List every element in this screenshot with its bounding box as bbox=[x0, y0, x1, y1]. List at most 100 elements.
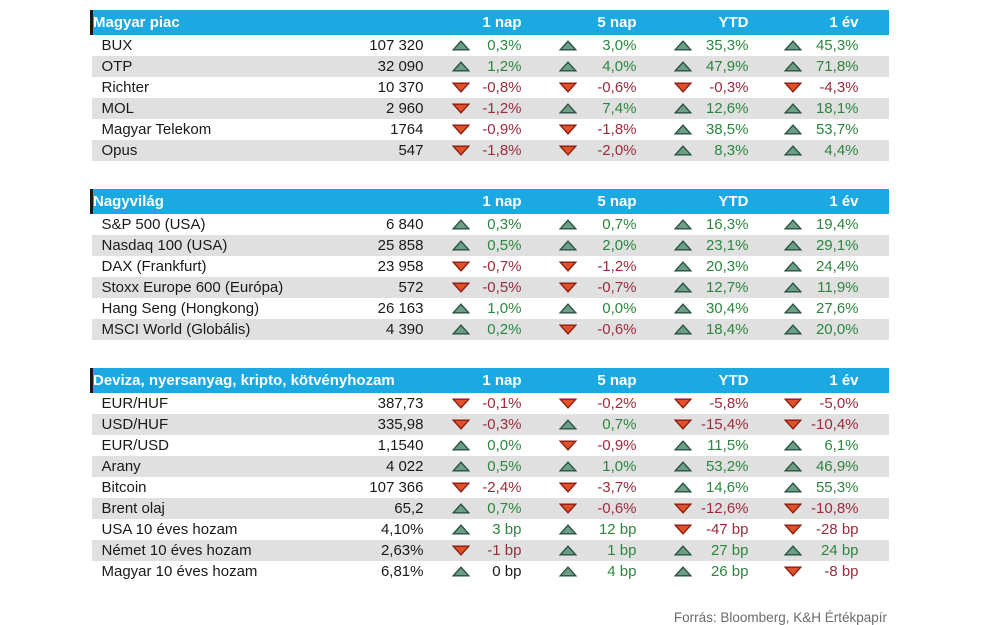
up-triangle-icon bbox=[673, 565, 692, 577]
change-value: 27,6% bbox=[815, 300, 859, 317]
up-triangle-icon bbox=[783, 260, 802, 272]
change-direction-cell bbox=[424, 77, 470, 98]
change-value: 0,7% bbox=[576, 414, 637, 435]
change-value: 3,0% bbox=[602, 37, 637, 54]
up-triangle-icon bbox=[673, 60, 692, 72]
change-direction-cell bbox=[749, 119, 802, 140]
change-direction-cell bbox=[749, 435, 802, 456]
down-triangle-icon bbox=[673, 82, 692, 93]
instrument-value: 26 163 bbox=[377, 300, 424, 317]
up-triangle-icon bbox=[783, 239, 802, 251]
row-spacer bbox=[859, 477, 889, 498]
down-triangle-icon bbox=[558, 145, 577, 156]
row-spacer bbox=[859, 435, 889, 456]
instrument-value: 107 320 bbox=[369, 37, 424, 54]
change-direction-cell bbox=[423, 98, 470, 119]
change-direction-cell bbox=[637, 393, 692, 414]
up-triangle-icon bbox=[783, 102, 802, 114]
change-value: -0,2% bbox=[597, 395, 637, 412]
change-value: 1,2% bbox=[469, 56, 522, 77]
change-direction-cell bbox=[636, 235, 692, 256]
value-column-header bbox=[336, 189, 424, 214]
instrument-name: Nasdaq 100 (USA) bbox=[91, 235, 337, 256]
instrument-value: 387,73 bbox=[377, 395, 424, 412]
section-header-row: Magyar piac 1 nap 5 nap YTD 1 év bbox=[90, 10, 889, 35]
change-direction-cell bbox=[636, 140, 692, 161]
up-triangle-icon bbox=[558, 544, 577, 556]
instrument-name: Német 10 éves hozam bbox=[91, 540, 337, 561]
column-header: 1 év bbox=[748, 368, 859, 393]
change-direction-cell bbox=[636, 456, 692, 477]
instrument-value: 10 370 bbox=[377, 79, 424, 96]
change-value: -0,1% bbox=[482, 395, 522, 412]
down-triangle-icon bbox=[783, 503, 802, 514]
change-value: 20,0% bbox=[801, 319, 859, 340]
change-value: -5,0% bbox=[819, 395, 859, 412]
down-triangle-icon bbox=[673, 398, 692, 409]
up-triangle-icon bbox=[673, 39, 692, 51]
change-value: 0,7% bbox=[602, 216, 637, 233]
change-direction-cell bbox=[424, 435, 470, 456]
up-triangle-icon bbox=[673, 144, 692, 156]
change-direction-cell bbox=[637, 435, 692, 456]
up-triangle-icon bbox=[783, 144, 802, 156]
change-value: -10,8% bbox=[801, 498, 859, 519]
change-value: 4 bp bbox=[607, 563, 637, 580]
row-spacer bbox=[858, 56, 889, 77]
instrument-value: 107 366 bbox=[369, 479, 424, 496]
change-direction-cell bbox=[522, 256, 577, 277]
change-direction-cell bbox=[423, 498, 470, 519]
down-triangle-icon bbox=[558, 503, 577, 514]
up-triangle-icon bbox=[783, 218, 802, 230]
change-value: 29,1% bbox=[801, 235, 859, 256]
change-direction-cell bbox=[637, 119, 692, 140]
change-direction-cell bbox=[521, 540, 577, 561]
instrument-name: OTP bbox=[91, 56, 337, 77]
sections-container: Magyar piac 1 nap 5 nap YTD 1 év BUX 107 320 0,… bbox=[90, 10, 889, 582]
change-direction-cell bbox=[522, 477, 577, 498]
up-triangle-icon bbox=[783, 281, 802, 293]
up-triangle-icon bbox=[558, 523, 577, 535]
row-spacer bbox=[859, 561, 889, 582]
change-value: -3,7% bbox=[597, 479, 637, 496]
change-direction-cell bbox=[522, 214, 577, 235]
change-value: -1 bp bbox=[469, 540, 522, 561]
change-direction-cell bbox=[749, 214, 802, 235]
change-value: 11,9% bbox=[801, 277, 859, 298]
up-triangle-icon bbox=[451, 502, 470, 514]
change-direction-cell bbox=[749, 35, 802, 56]
row-spacer bbox=[858, 456, 889, 477]
change-direction-cell bbox=[748, 56, 802, 77]
instrument-value: 23 958 bbox=[377, 258, 424, 275]
change-direction-cell bbox=[748, 498, 802, 519]
change-direction-cell bbox=[522, 298, 577, 319]
change-value: 1 bp bbox=[576, 540, 637, 561]
change-value: 0,3% bbox=[487, 216, 522, 233]
section-title: Magyar piac bbox=[90, 10, 337, 35]
change-value: -0,7% bbox=[482, 258, 522, 275]
row-spacer bbox=[858, 540, 889, 561]
up-triangle-icon bbox=[673, 544, 692, 556]
change-value: 24,4% bbox=[815, 258, 859, 275]
change-value: 47,9% bbox=[691, 56, 749, 77]
column-header: 5 nap bbox=[521, 368, 637, 393]
column-header: 5 nap bbox=[521, 189, 637, 214]
change-value: 53,2% bbox=[691, 456, 749, 477]
change-direction-cell bbox=[748, 319, 802, 340]
down-triangle-icon bbox=[451, 103, 470, 114]
change-direction-cell bbox=[636, 414, 692, 435]
change-direction-cell bbox=[521, 140, 577, 161]
change-value: 26 bp bbox=[710, 563, 749, 580]
change-value: -12,6% bbox=[691, 498, 749, 519]
change-value: 35,3% bbox=[705, 37, 749, 54]
change-value: 1,0% bbox=[487, 300, 522, 317]
table-row: Magyar Telekom 1764 -0,9% -1,8% 38,5% 53,7% bbox=[92, 119, 889, 140]
instrument-name: Hang Seng (Hongkong) bbox=[101, 300, 260, 317]
down-triangle-icon bbox=[558, 124, 577, 135]
table-row: BUX 107 320 0,3% 3,0% 35,3% 45,3% bbox=[92, 35, 889, 56]
row-spacer bbox=[858, 277, 889, 298]
down-triangle-icon bbox=[451, 545, 470, 556]
change-direction-cell bbox=[749, 477, 802, 498]
down-triangle-icon bbox=[451, 282, 470, 293]
down-triangle-icon bbox=[558, 261, 577, 272]
